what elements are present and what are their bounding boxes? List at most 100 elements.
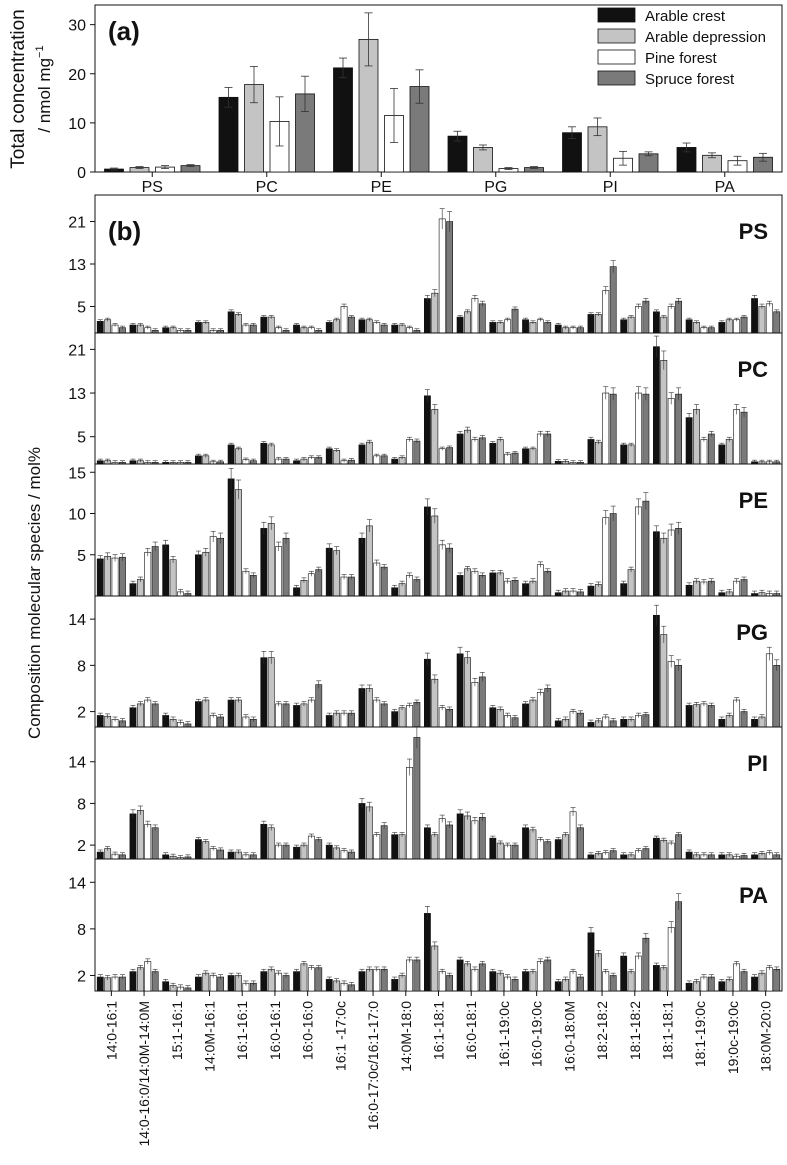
bar-pa-16-0-17-0c-16-1-17-0-spruce-forest	[380, 968, 388, 992]
category-label-16-0-16-0: 16:0-16:0	[300, 1001, 316, 1060]
bar-pc-19-0c-19-0c-arable-depression	[725, 439, 733, 465]
bar-pi-14-0m-18-0-spruce-forest	[413, 737, 421, 860]
bar-pg-14-0m-18-0-arable-depression	[398, 707, 406, 728]
bar-pe-16-0-18-1-arable-crest	[456, 575, 464, 597]
bar-pe-16-0-16-1-arable-crest	[260, 528, 268, 597]
bar-ps-16-1-17-0c-arable-depression	[333, 319, 341, 334]
bar-ps-16-1-18-1-arable-depression	[431, 292, 439, 334]
bar-pc-16-0-18-1-spruce-forest	[478, 437, 486, 465]
bar-pi-14-0-16-0-14-0m-14-0m-pine-forest	[144, 823, 152, 860]
bar-pg-16-0-18-1-arable-crest	[456, 653, 464, 728]
bar-pg-18-1-18-1-arable-depression	[660, 634, 668, 728]
bar-pi-16-0-16-1-pine-forest	[275, 844, 283, 860]
panel-a-y-axis-unit-text: / nmol mg	[35, 58, 54, 133]
bar-pa-14-0-16-0-14-0m-14-0m-spruce-forest	[151, 971, 159, 992]
y-tick-label: 10	[68, 116, 86, 133]
panel-b-label: (b)	[108, 216, 141, 246]
bar-pi-16-0-17-0c-16-1-17-0-spruce-forest	[380, 825, 388, 860]
bar-pe-14-0m-16-1-arable-crest	[195, 554, 202, 597]
bar-pg-18-0m-20-0-spruce-forest	[773, 665, 781, 728]
bar-pc-18-1-19-0c-pine-forest	[700, 439, 708, 465]
bar-pe-16-1-17-0c-arable-crest	[325, 547, 333, 597]
category-label-16-0-16-1: 16:0-16:1	[267, 1001, 283, 1060]
bar-pa-16-0-17-0c-16-1-17-0-arable-depression	[365, 968, 373, 992]
subpanel-pe: 5 10 15 PE	[68, 463, 783, 597]
y-tick-label: 8	[77, 922, 86, 939]
bar-ps-16-1-17-0c-spruce-forest	[348, 316, 355, 334]
bar-pc-16-1-18-1-arable-depression	[431, 409, 439, 465]
bar-pg-16-0-18-1-spruce-forest	[478, 676, 486, 728]
bar-pe-16-1-18-1-arable-depression	[431, 515, 439, 597]
legend: Arable crest Arable depression Pine forest…	[597, 7, 766, 88]
bar-ps-16-0-18-1-arable-crest	[456, 316, 464, 334]
bar-ps-16-1-16-1-arable-depression	[235, 314, 242, 334]
bar-ps-18-1-18-2-pine-forest	[635, 306, 642, 334]
bar-pi-16-0-18-1-spruce-forest	[478, 817, 486, 860]
subpanel-pg: 2 8 14 PG	[68, 595, 783, 728]
bar-ps-14-0-16-1-arable-depression	[104, 319, 112, 334]
subpanel-title-pe: PE	[739, 488, 768, 513]
y-tick-label: 13	[68, 386, 86, 403]
bar-pe-18-1-18-1-arable-depression	[660, 537, 668, 597]
bar-ps-16-0-19-0c-pine-forest	[536, 319, 544, 334]
bar-pi-18-1-18-1-spruce-forest	[675, 834, 682, 860]
bar-pe-16-0-17-0c-16-1-17-0-arable-crest	[358, 537, 366, 597]
bar-ps-14-0-16-1-arable-crest	[96, 321, 104, 334]
bar-pg-16-0-19-0c-pine-forest	[536, 692, 544, 728]
bar-pi-14-0m-16-1-arable-depression	[202, 841, 210, 860]
bar-pi-16-0-18-0m-arable-crest	[554, 839, 562, 860]
bar-pc-16-0-19-0c-arable-depression	[529, 448, 537, 465]
category-label-16-1-18-1: 16:1-18:1	[431, 1001, 447, 1060]
bar-pi-16-0-19-0c-arable-depression	[529, 829, 537, 860]
bar-pa-18-1-18-1-pine-forest	[667, 927, 675, 992]
category-label-16-1-19-0c: 16:1-19:0c	[496, 1001, 512, 1067]
bar-pa-16-1-19-0c-arable-depression	[496, 972, 504, 992]
bar-pe-14-0-16-0-14-0m-14-0m-pine-forest	[144, 551, 152, 597]
bar-pe-16-0-17-0c-16-1-17-0-pine-forest	[373, 562, 381, 597]
bar-pe-16-0-16-1-pine-forest	[275, 546, 283, 597]
bar-pc-16-0-17-0c-16-1-17-0-arable-crest	[358, 444, 366, 465]
bar-pi-16-0-17-0c-16-1-17-0-arable-crest	[358, 803, 366, 860]
category-label-18-0m-20-0: 18:0M-20:0	[758, 1001, 774, 1072]
bar-pg-16-0-17-0c-16-1-17-0-spruce-forest	[380, 703, 388, 728]
y-tick-label: 14	[68, 755, 86, 772]
bar-pe-16-1-18-1-arable-crest	[423, 506, 431, 597]
bar-pc-18-2-18-2-spruce-forest	[609, 393, 617, 465]
bar-pg-16-1-18-1-pine-forest	[438, 707, 446, 728]
legend-swatch-arable-depression	[597, 28, 636, 44]
category-label-16-1-16-1: 16:1-16:1	[234, 1001, 250, 1060]
bar-pc-18-1-18-2-arable-crest	[620, 444, 628, 465]
bar-ps-16-1-18-1-arable-crest	[423, 298, 431, 334]
bar-pa-18-1-18-2-pine-forest	[635, 955, 642, 992]
bar-pa-16-0-19-0c-spruce-forest	[544, 959, 552, 992]
bar-pe-14-0-16-1-pine-forest	[111, 557, 119, 597]
bar-pi-16-0-16-1-arable-depression	[267, 827, 275, 860]
bar-pg-14-0m-16-1-arable-depression	[202, 699, 210, 728]
legend-label-pine-forest: Pine forest	[645, 50, 718, 67]
bar-pg-14-0m-16-1-arable-crest	[195, 701, 202, 728]
bar-pa-16-1-19-0c-arable-crest	[489, 971, 497, 992]
bar-pa-16-0-18-0m-pine-forest	[569, 971, 577, 992]
bar-pe-16-0-16-1-arable-depression	[267, 523, 275, 597]
legend-label-arable-depression: Arable depression	[645, 29, 766, 46]
bar-ps-18-0m-20-0-arable-crest	[751, 298, 758, 334]
bar-pi-16-0-17-0c-16-1-17-0-pine-forest	[373, 834, 381, 860]
bar-pi-14-0m-18-0-arable-crest	[391, 834, 399, 860]
x-tick-label-pa: PA	[715, 179, 735, 196]
bar-ps-16-1-16-1-arable-crest	[227, 311, 235, 334]
bar-pe-18-2-18-2-pine-forest	[602, 517, 610, 597]
bar-pe-14-0m-16-1-spruce-forest	[217, 537, 224, 597]
bar-pa-16-0-18-1-arable-crest	[456, 959, 464, 992]
bar-pc-16-1-16-1-arable-crest	[227, 444, 235, 465]
bar-pc-16-0-18-1-arable-depression	[464, 429, 471, 465]
y-tick-label: 2	[77, 968, 86, 985]
category-label-16-0-19-0c: 16:0-19:0c	[529, 1001, 545, 1067]
bar-pa-19-0c-19-0c-spruce-forest	[740, 971, 748, 992]
bar-pi-16-0-17-0c-16-1-17-0-arable-depression	[365, 806, 373, 860]
panel-a-y-axis-unit-superscript: −1	[34, 45, 46, 58]
bar-pg-18-0m-20-0-pine-forest	[765, 653, 773, 728]
bar-pg-19-0c-19-0c-pine-forest	[733, 699, 741, 728]
bar-pa-16-0-16-0-arable-depression	[300, 963, 308, 992]
bar-pe-arable-crest	[333, 67, 353, 173]
bar-ps-19-0c-19-0c-pine-forest	[733, 319, 741, 334]
